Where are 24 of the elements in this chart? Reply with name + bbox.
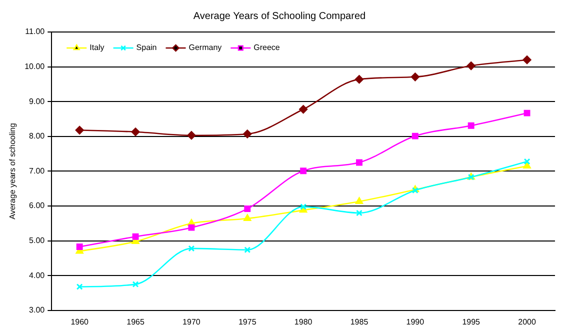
x-tick-label: 1975 xyxy=(238,317,257,326)
x-tick-label: 1960 xyxy=(70,317,90,326)
y-tick-label: 8.00 xyxy=(29,132,46,141)
y-tick-label: 4.00 xyxy=(29,270,46,280)
y-tick-label: 9.00 xyxy=(29,96,46,106)
legend-label: Germany xyxy=(188,43,222,52)
y-tick-label: 3.00 xyxy=(29,306,46,315)
x-tick-label: 1980 xyxy=(294,317,313,326)
y-tick-label: 7.00 xyxy=(29,166,46,176)
legend-label: Greece xyxy=(254,43,280,52)
y-tick-label: 5.00 xyxy=(29,236,46,246)
x-tick-label: 1970 xyxy=(182,317,201,326)
chart-title: Average Years of Schooling Compared xyxy=(193,10,366,22)
x-tick-label: 1965 xyxy=(126,317,145,326)
y-axis-title: Average years of schooling xyxy=(8,123,18,220)
x-tick-label: 2000 xyxy=(518,317,536,326)
legend-label: Spain xyxy=(136,43,157,52)
x-tick-label: 1995 xyxy=(462,317,481,326)
x-tick-label: 1990 xyxy=(406,317,425,326)
y-tick-label: 11.00 xyxy=(25,27,46,36)
y-tick-label: 6.00 xyxy=(29,201,46,210)
x-tick-label: 1985 xyxy=(350,317,369,326)
y-tick-label: 10.00 xyxy=(24,62,46,72)
legend-label: Italy xyxy=(90,43,104,52)
